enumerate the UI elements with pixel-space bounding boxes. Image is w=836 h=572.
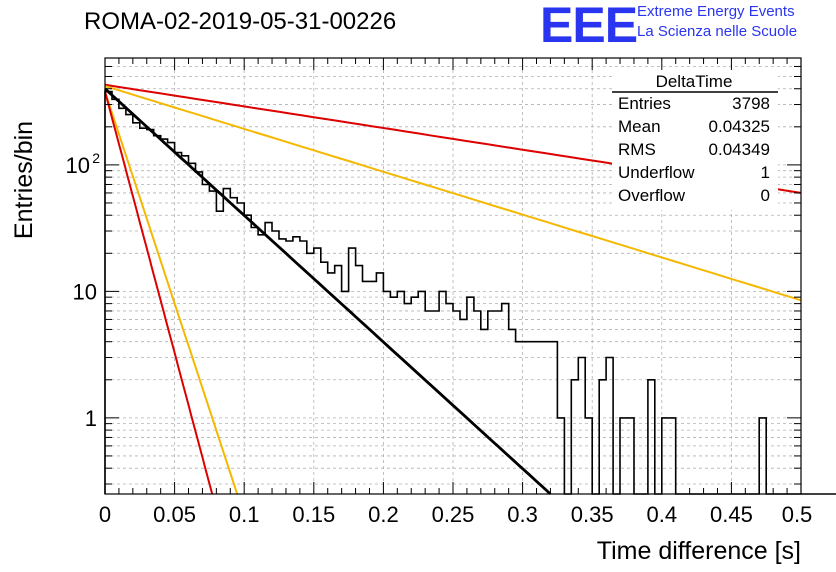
stats-row-label: Underflow — [618, 163, 695, 182]
y-axis-label: Entries/bin — [10, 121, 38, 239]
y-tick-label: 1 — [85, 406, 97, 431]
stats-row-value: 0.04349 — [709, 140, 770, 159]
x-tick-label: 0.25 — [432, 502, 475, 527]
y-tick-label-exponent: 2 — [92, 150, 100, 166]
stats-row-label: Mean — [618, 117, 661, 136]
stats-row-label: Entries — [618, 94, 671, 113]
stats-title: DeltaTime — [656, 72, 733, 91]
stats-box: DeltaTime Entries 3798 Mean 0.04325 RMS 0.043… — [612, 70, 778, 210]
x-tick-label: 0.05 — [153, 502, 196, 527]
stats-row-value: 0 — [761, 186, 770, 205]
plot-title: ROMA-02-2019-05-31-00226 — [84, 8, 397, 35]
stats-row-label: Overflow — [618, 186, 686, 205]
x-tick-label: 0.35 — [571, 502, 614, 527]
reference-curve — [104, 91, 214, 495]
y-tick-label: 10 — [66, 153, 90, 178]
y-tick-label: 10 — [73, 279, 97, 304]
stats-row-value: 3798 — [732, 94, 770, 113]
stats-row-value: 1 — [761, 163, 770, 182]
reference-curve — [104, 91, 239, 495]
x-tick-labels: 0 0.05 0.1 0.15 0.2 0.25 0.3 0.35 0.4 0.45 0.5 — [99, 502, 812, 527]
x-tick-label: 0 — [99, 502, 111, 527]
x-tick-label: 0.1 — [229, 502, 260, 527]
stats-row-label: RMS — [618, 140, 656, 159]
histogram — [104, 90, 836, 495]
exponential-fit — [104, 87, 552, 496]
x-tick-label: 0.45 — [710, 502, 753, 527]
stats-row-value: 0.04325 — [709, 117, 770, 136]
axis-ticks — [104, 58, 802, 494]
reference-curve — [104, 85, 802, 302]
x-tick-label: 0.5 — [782, 502, 813, 527]
fit-line — [104, 87, 552, 496]
x-axis-label: Time difference [s] — [597, 537, 801, 565]
logo-subtitle-line2: La Scienza nelle Scuole — [637, 23, 798, 40]
eee-logo: EEE — [540, 0, 638, 53]
x-tick-label: 0.2 — [368, 502, 399, 527]
x-tick-label: 0.15 — [292, 502, 335, 527]
x-tick-label: 0.4 — [647, 502, 678, 527]
x-tick-label: 0.3 — [507, 502, 538, 527]
logo-subtitle-line1: Extreme Energy Events — [637, 3, 795, 20]
